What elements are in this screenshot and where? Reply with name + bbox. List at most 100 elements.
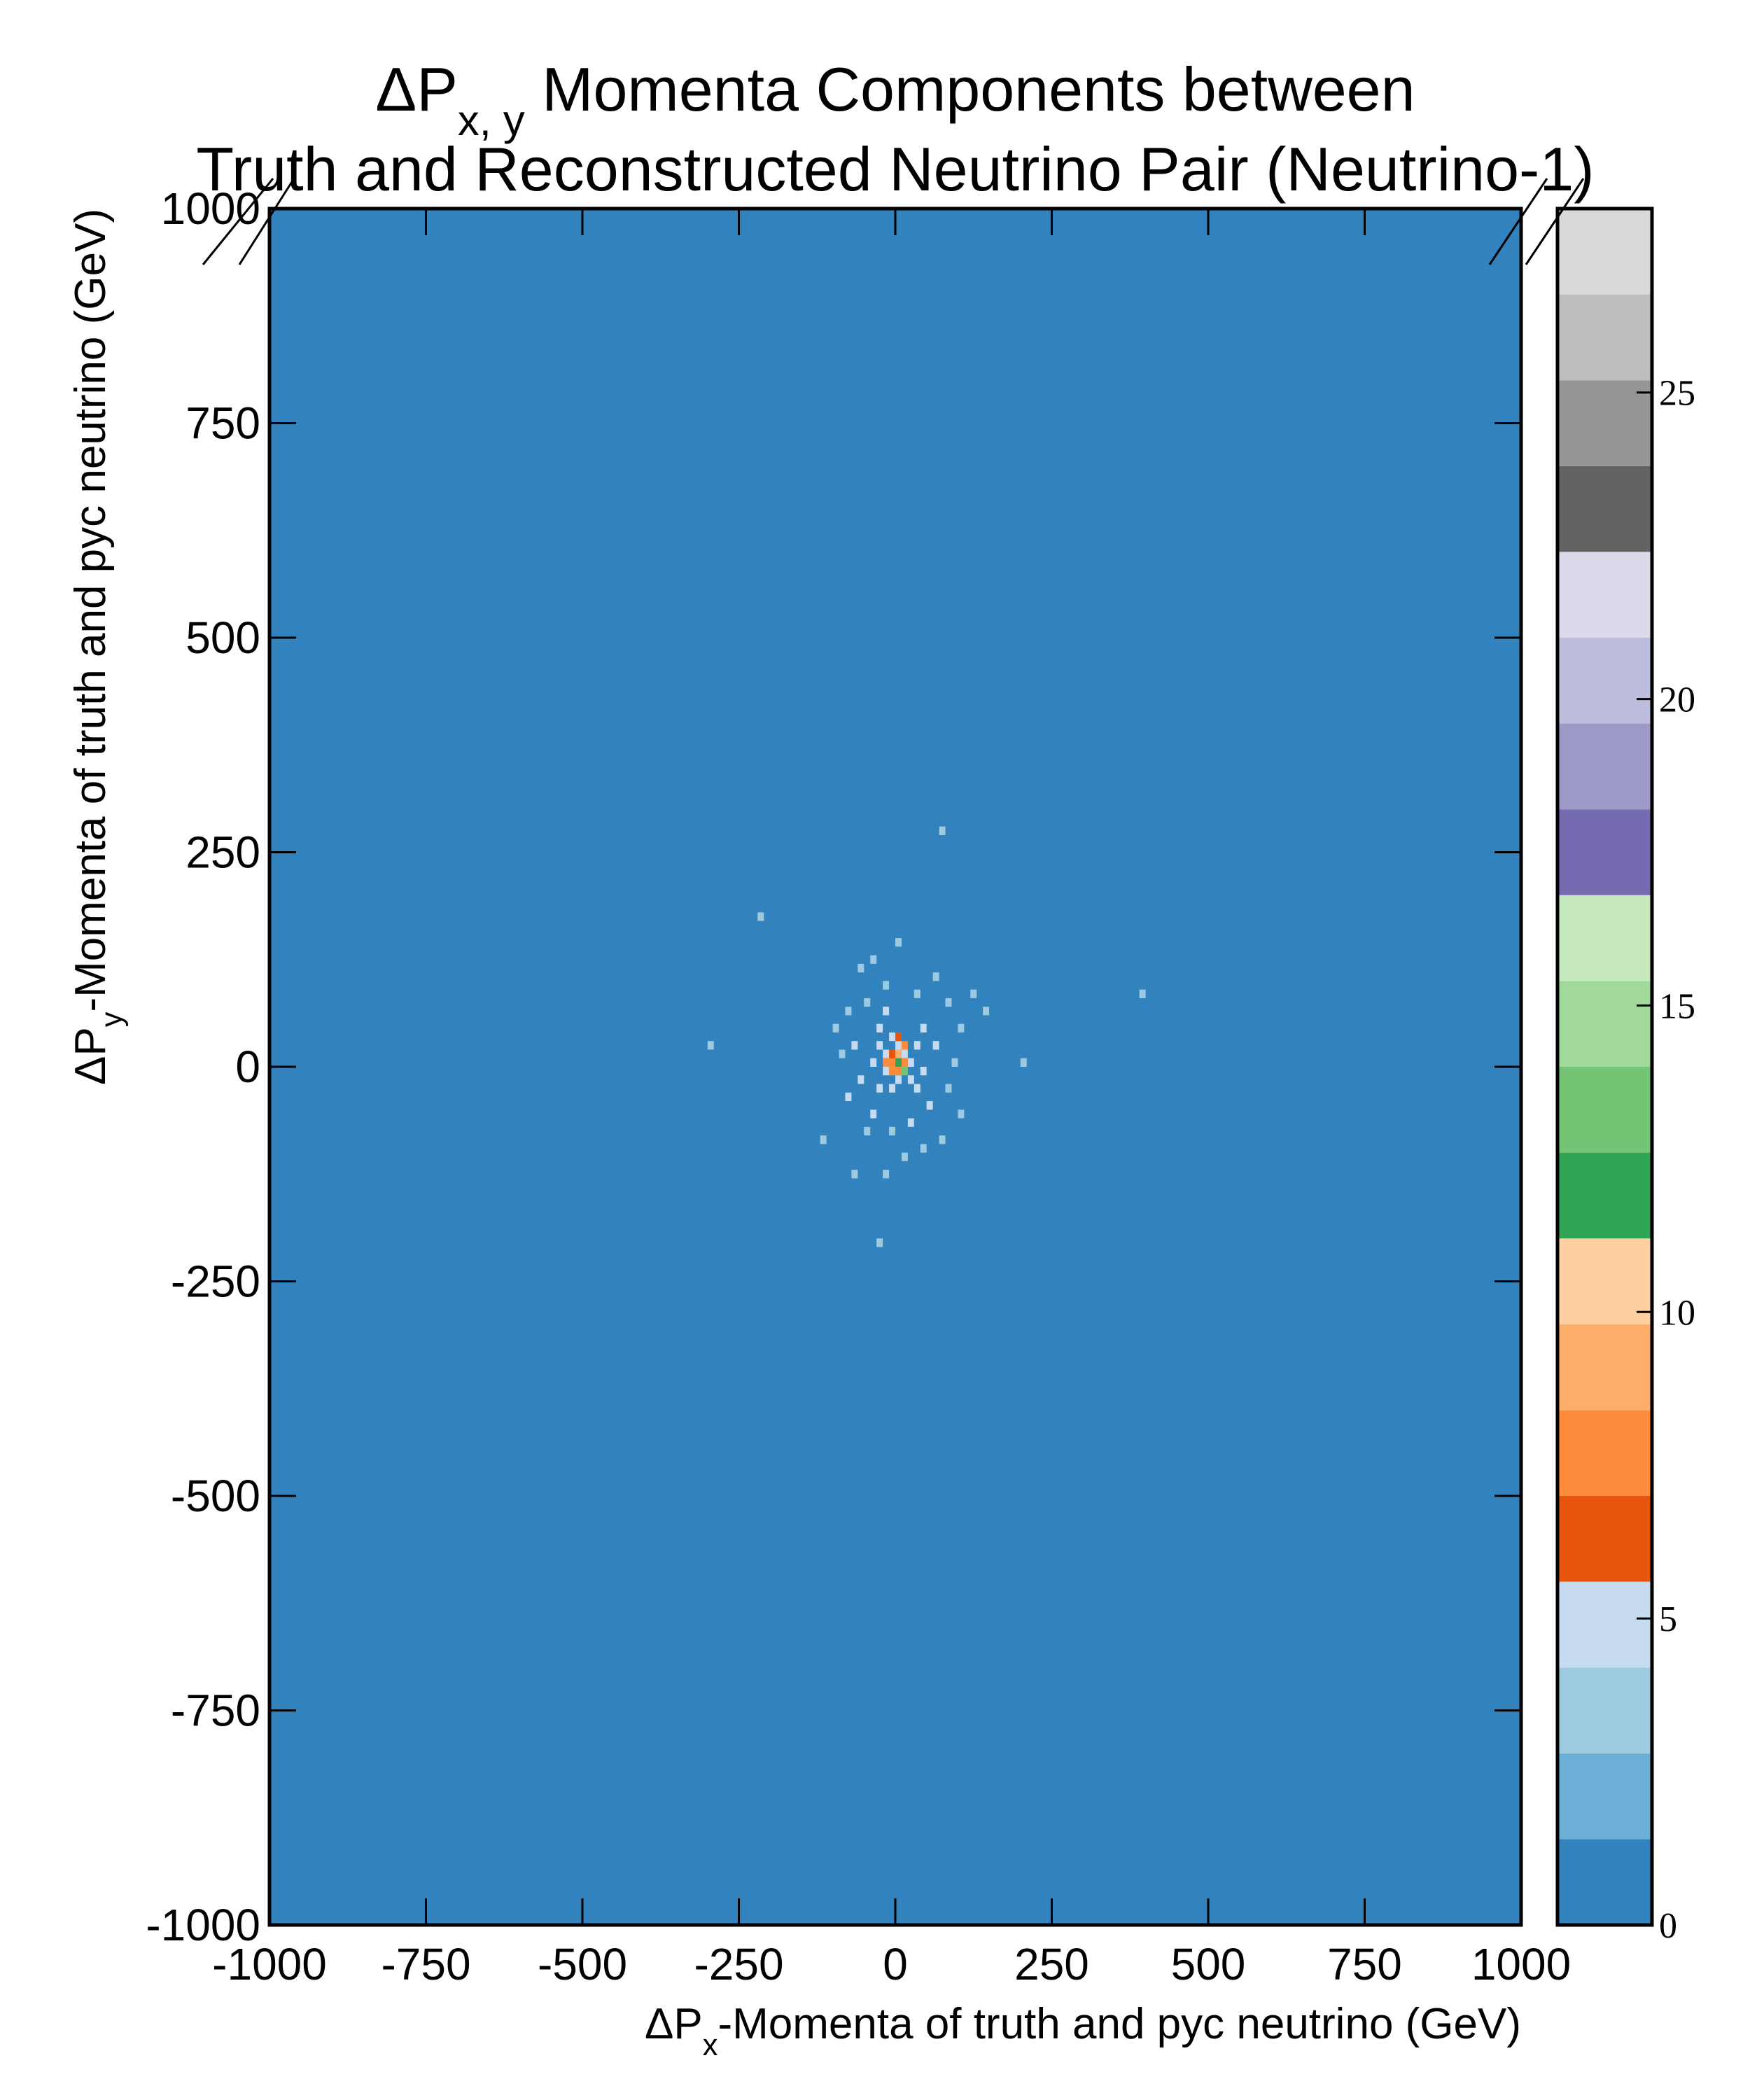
colorbar-tick-label: 0 [1659, 1906, 1677, 1946]
y-tick-label: -1000 [146, 1900, 260, 1950]
x-tick-label: -1000 [212, 1939, 327, 1989]
heatmap-cell [707, 1041, 714, 1050]
colorbar-band [1558, 1839, 1652, 1925]
heatmap-cell [870, 1110, 877, 1119]
colorbar-band [1558, 294, 1652, 381]
break-mark [1488, 178, 1548, 265]
heatmap-cell [820, 1135, 827, 1144]
heatmap-cell [901, 1041, 908, 1050]
text-segment: Momenta Components between [525, 55, 1415, 124]
colorbar-band [1558, 981, 1652, 1067]
colorbar-band [1558, 209, 1652, 295]
heatmap-cell [895, 938, 902, 947]
colorbar-band [1558, 1753, 1652, 1840]
text-segment: ΔP [375, 55, 457, 124]
y-tick-label: -750 [171, 1686, 260, 1736]
heatmap-cell [895, 1067, 902, 1076]
heatmap-cell [1139, 989, 1146, 998]
heatmap-cell [939, 826, 946, 835]
heatmap-cell [757, 912, 764, 921]
y-tick-label: -500 [171, 1471, 260, 1521]
heatmap-cell [851, 1041, 858, 1050]
heatmap-cell [983, 1007, 990, 1016]
x-tick-label: -250 [694, 1939, 783, 1989]
heatmap-cell [889, 1084, 895, 1093]
heatmap-cell [951, 1058, 958, 1067]
colorbar-band [1558, 1238, 1652, 1324]
subscript: y [95, 1011, 129, 1027]
y-tick-label: 250 [186, 827, 260, 878]
heatmap-cell [901, 1067, 908, 1076]
heatmap-cell [883, 1170, 890, 1179]
break-mark [1525, 178, 1585, 265]
colorbar-frame [1555, 206, 1654, 1927]
heatmap-cell [901, 1049, 908, 1058]
heatmap-cell [895, 1058, 902, 1067]
text-segment: ΔP [645, 2000, 703, 2048]
heatmap-cell [839, 1049, 846, 1058]
heatmap-cell [895, 1041, 902, 1050]
heatmap-cell [883, 1058, 890, 1067]
chart-title: Truth and Reconstructed Neutrino Pair (N… [196, 134, 1594, 204]
heatmap-cell [883, 1007, 890, 1016]
heatmap-cell [907, 1075, 914, 1084]
heatmap-cell [1020, 1058, 1027, 1067]
chart-title: ΔPx, y Momenta Components between [375, 55, 1415, 145]
heatmap-cell [932, 1041, 939, 1050]
colorbar-tick-label: 10 [1659, 1293, 1695, 1333]
y-tick-label: 0 [235, 1042, 260, 1092]
colorbar-band [1558, 1152, 1652, 1239]
heatmap-cell [907, 1118, 914, 1127]
heatmap-cell [926, 1101, 933, 1110]
colorbar-band [1558, 809, 1652, 895]
colorbar-tick-label: 25 [1659, 374, 1695, 414]
colorbar-tick-label: 20 [1659, 680, 1695, 720]
heatmap-cell [895, 1032, 902, 1042]
heatmap-cell [920, 1067, 927, 1076]
break-mark [238, 178, 295, 265]
x-tick-label: -750 [381, 1939, 470, 1989]
heatmap-cell [945, 997, 952, 1007]
y-tick-label: 1000 [161, 183, 260, 234]
colorbar-band [1558, 638, 1652, 724]
heatmap-cell [889, 1067, 895, 1076]
heatmap-cell [845, 1007, 852, 1016]
heatmap-cell [913, 989, 920, 998]
x-tick-label: 1000 [1471, 1939, 1571, 1989]
heatmap-cell [832, 1023, 839, 1032]
heatmap-cell [889, 1126, 895, 1136]
colorbar-band [1558, 1667, 1652, 1754]
x-tick-label: 0 [883, 1939, 908, 1989]
heatmap-cell [851, 1170, 858, 1179]
subscript: x, y [458, 97, 525, 145]
heatmap-cell [876, 1084, 883, 1093]
heatmap-cell [845, 1092, 852, 1102]
heatmap-cell [858, 963, 864, 973]
colorbar-band [1558, 1496, 1652, 1582]
heatmap-cell [901, 1152, 908, 1161]
colorbar-band [1558, 380, 1652, 466]
heatmap-cell [970, 989, 977, 998]
heatmap-cell [883, 1067, 890, 1076]
heatmap-cell [883, 1049, 890, 1058]
x-tick-label: 750 [1327, 1939, 1402, 1989]
y-axis-label: ΔPy-Momenta of truth and pyc neutrino (G… [66, 209, 129, 1085]
heatmap-cell [913, 1041, 920, 1050]
heatmap-cell [907, 1058, 914, 1067]
y-tick-label: 750 [186, 398, 260, 449]
heatmap-cell [920, 1023, 927, 1032]
heatmap-cell [889, 1032, 895, 1042]
x-tick-label: 500 [1171, 1939, 1246, 1989]
subscript: x [703, 2029, 718, 2062]
heatmap-cell [945, 1084, 952, 1093]
x-axis-label: ΔPx-Momenta of truth and pyc neutrino (G… [645, 2000, 1521, 2062]
heatmap-cell [870, 955, 877, 964]
text-segment: -Momenta of truth and pyc neutrino (GeV) [66, 209, 115, 1012]
heatmap-cell [876, 1023, 883, 1032]
heatmap-cell [895, 1075, 902, 1084]
colorbar-band [1558, 1410, 1652, 1496]
y-tick-label: -250 [171, 1256, 260, 1307]
break-mark [202, 178, 274, 265]
heatmap-cell [864, 997, 871, 1007]
heatmap-cell [889, 1049, 895, 1058]
